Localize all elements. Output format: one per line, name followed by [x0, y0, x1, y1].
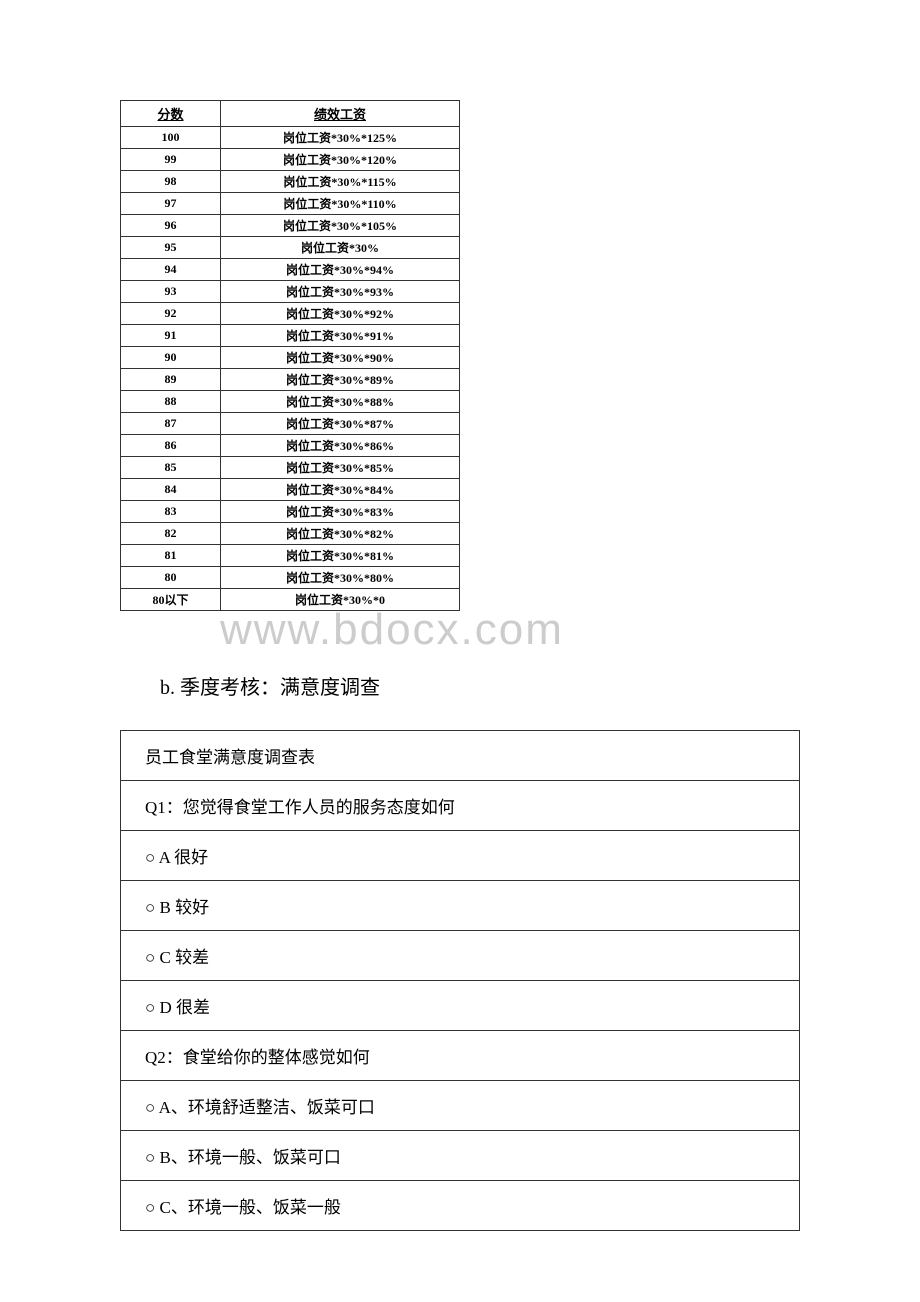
- table-row: 89岗位工资*30%*89%: [121, 369, 460, 391]
- cell-score: 81: [121, 545, 221, 567]
- survey-option-row: ○ C、环境一般、饭菜一般: [121, 1181, 800, 1231]
- cell-salary: 岗位工资*30%*83%: [221, 501, 460, 523]
- cell-salary: 岗位工资*30%*115%: [221, 171, 460, 193]
- survey-option-row: ○ D 很差: [121, 981, 800, 1031]
- cell-salary: 岗位工资*30%*93%: [221, 281, 460, 303]
- survey-q1-option-d: ○ D 很差: [121, 981, 800, 1031]
- cell-salary: 岗位工资*30%*110%: [221, 193, 460, 215]
- cell-score: 97: [121, 193, 221, 215]
- table-row: 96岗位工资*30%*105%: [121, 215, 460, 237]
- survey-title-row: 员工食堂满意度调查表: [121, 731, 800, 781]
- cell-score: 87: [121, 413, 221, 435]
- cell-salary: 岗位工资*30%*94%: [221, 259, 460, 281]
- table-row: 94岗位工资*30%*94%: [121, 259, 460, 281]
- survey-option-row: ○ B 较好: [121, 881, 800, 931]
- survey-option-row: ○ C 较差: [121, 931, 800, 981]
- header-score: 分数: [121, 101, 221, 127]
- cell-score: 98: [121, 171, 221, 193]
- table-row: 99岗位工资*30%*120%: [121, 149, 460, 171]
- cell-salary: 岗位工资*30%: [221, 237, 460, 259]
- table-row: 92岗位工资*30%*92%: [121, 303, 460, 325]
- cell-salary: 岗位工资*30%*92%: [221, 303, 460, 325]
- table-row: 91岗位工资*30%*91%: [121, 325, 460, 347]
- survey-q1-option-b: ○ B 较好: [121, 881, 800, 931]
- cell-score: 83: [121, 501, 221, 523]
- survey-option-row: ○ A 很好: [121, 831, 800, 881]
- cell-salary: 岗位工资*30%*86%: [221, 435, 460, 457]
- cell-salary: 岗位工资*30%*87%: [221, 413, 460, 435]
- table-row: 85岗位工资*30%*85%: [121, 457, 460, 479]
- survey-q1-row: Q1：您觉得食堂工作人员的服务态度如何: [121, 781, 800, 831]
- cell-score: 82: [121, 523, 221, 545]
- cell-salary: 岗位工资*30%*0: [221, 589, 460, 611]
- cell-score: 93: [121, 281, 221, 303]
- table-row: 95岗位工资*30%: [121, 237, 460, 259]
- table-header-row: 分数 绩效工资: [121, 101, 460, 127]
- header-salary: 绩效工资: [221, 101, 460, 127]
- score-salary-table: 分数 绩效工资 100岗位工资*30%*125% 99岗位工资*30%*120%…: [120, 100, 460, 611]
- cell-salary: 岗位工资*30%*84%: [221, 479, 460, 501]
- table-row: 88岗位工资*30%*88%: [121, 391, 460, 413]
- cell-score: 80: [121, 567, 221, 589]
- survey-q2-option-c: ○ C、环境一般、饭菜一般: [121, 1181, 800, 1231]
- cell-salary: 岗位工资*30%*80%: [221, 567, 460, 589]
- table-row: 98岗位工资*30%*115%: [121, 171, 460, 193]
- table-row: 86岗位工资*30%*86%: [121, 435, 460, 457]
- survey-q1-option-a: ○ A 很好: [121, 831, 800, 881]
- cell-score: 96: [121, 215, 221, 237]
- survey-option-row: ○ A、环境舒适整洁、饭菜可口: [121, 1081, 800, 1131]
- cell-score: 90: [121, 347, 221, 369]
- score-table-body: 100岗位工资*30%*125% 99岗位工资*30%*120% 98岗位工资*…: [121, 127, 460, 611]
- survey-title: 员工食堂满意度调查表: [121, 731, 800, 781]
- cell-salary: 岗位工资*30%*85%: [221, 457, 460, 479]
- section-heading-b: b. 季度考核：满意度调查: [160, 671, 800, 700]
- table-row: 100岗位工资*30%*125%: [121, 127, 460, 149]
- cell-score: 85: [121, 457, 221, 479]
- survey-q1-question: Q1：您觉得食堂工作人员的服务态度如何: [121, 781, 800, 831]
- cell-score: 80以下: [121, 589, 221, 611]
- cell-score: 92: [121, 303, 221, 325]
- cell-salary: 岗位工资*30%*89%: [221, 369, 460, 391]
- cell-salary: 岗位工资*30%*105%: [221, 215, 460, 237]
- table-row: 97岗位工资*30%*110%: [121, 193, 460, 215]
- survey-q1-option-c: ○ C 较差: [121, 931, 800, 981]
- table-row: 83岗位工资*30%*83%: [121, 501, 460, 523]
- survey-q2-question: Q2：食堂给你的整体感觉如何: [121, 1031, 800, 1081]
- cell-salary: 岗位工资*30%*91%: [221, 325, 460, 347]
- cell-score: 86: [121, 435, 221, 457]
- cell-score: 99: [121, 149, 221, 171]
- cell-salary: 岗位工资*30%*90%: [221, 347, 460, 369]
- table-row: 87岗位工资*30%*87%: [121, 413, 460, 435]
- table-row: 81岗位工资*30%*81%: [121, 545, 460, 567]
- cell-salary: 岗位工资*30%*120%: [221, 149, 460, 171]
- table-row: 84岗位工资*30%*84%: [121, 479, 460, 501]
- cell-score: 91: [121, 325, 221, 347]
- cell-score: 89: [121, 369, 221, 391]
- survey-table: 员工食堂满意度调查表 Q1：您觉得食堂工作人员的服务态度如何 ○ A 很好 ○ …: [120, 730, 800, 1231]
- table-row: 80以下岗位工资*30%*0: [121, 589, 460, 611]
- cell-score: 95: [121, 237, 221, 259]
- cell-salary: 岗位工资*30%*81%: [221, 545, 460, 567]
- table-row: 93岗位工资*30%*93%: [121, 281, 460, 303]
- cell-score: 84: [121, 479, 221, 501]
- cell-salary: 岗位工资*30%*82%: [221, 523, 460, 545]
- table-row: 82岗位工资*30%*82%: [121, 523, 460, 545]
- survey-option-row: ○ B、环境一般、饭菜可口: [121, 1131, 800, 1181]
- cell-score: 94: [121, 259, 221, 281]
- table-row: 80岗位工资*30%*80%: [121, 567, 460, 589]
- cell-salary: 岗位工资*30%*125%: [221, 127, 460, 149]
- survey-q2-option-a: ○ A、环境舒适整洁、饭菜可口: [121, 1081, 800, 1131]
- survey-q2-option-b: ○ B、环境一般、饭菜可口: [121, 1131, 800, 1181]
- survey-q2-row: Q2：食堂给你的整体感觉如何: [121, 1031, 800, 1081]
- cell-score: 88: [121, 391, 221, 413]
- table-row: 90岗位工资*30%*90%: [121, 347, 460, 369]
- cell-score: 100: [121, 127, 221, 149]
- cell-salary: 岗位工资*30%*88%: [221, 391, 460, 413]
